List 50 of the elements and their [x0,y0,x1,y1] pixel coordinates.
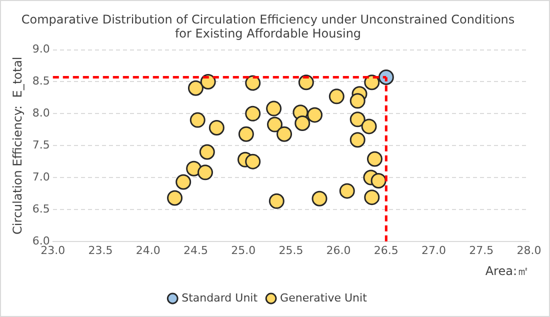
point [176,174,192,190]
point [361,118,377,134]
point [364,74,380,90]
point [188,80,204,96]
x-tick-label: 25.0 [231,244,256,257]
point [198,164,213,180]
chart-title: Comparative Distribution of Circulation Efficiency under Unconstrained Conditions for Existing Affordable Housing [21,12,515,41]
point [167,190,183,206]
y-axis-title: Circulation Efficiency: E_total [10,56,24,234]
y-tick-label: 8.5 [32,74,50,88]
x-axis-title: Area:㎡ [485,264,529,278]
point [312,190,328,206]
point [245,106,261,122]
point [245,154,261,170]
point [276,126,292,142]
point [350,93,366,109]
point [245,75,261,91]
legend-label: Standard Unit [182,291,258,304]
legend-label: Generative Unit [280,291,368,304]
point [238,126,254,142]
point [199,144,215,160]
point [350,112,366,128]
x-tick-label: 24.5 [183,244,208,257]
point [350,132,366,148]
point [370,172,386,188]
point [268,193,284,209]
y-tick-label: 8.0 [32,106,50,120]
x-tick-label: 27.5 [469,244,494,257]
y-tick-label: 6.5 [32,202,50,216]
point [267,116,283,132]
point [307,107,322,123]
point [366,151,382,167]
x-tick-label: 27.0 [422,244,446,257]
point [328,88,344,104]
x-tick-label: 26.5 [374,244,398,257]
x-tick-label: 28.0 [516,244,542,257]
point [364,190,380,206]
point [208,120,224,136]
point [298,74,314,90]
point [294,115,310,131]
x-tick-label: 23.5 [88,244,113,257]
x-tick-label: 25.5 [278,244,304,257]
y-tick-label: 7.0 [32,170,50,184]
y-tick-label: 9.0 [32,42,50,56]
point [266,100,282,116]
point [339,183,355,199]
x-tick-label: 26.0 [326,244,351,257]
x-tick-label: 24.0 [136,244,160,257]
y-tick-label: 7.5 [32,138,50,152]
point [190,112,206,128]
